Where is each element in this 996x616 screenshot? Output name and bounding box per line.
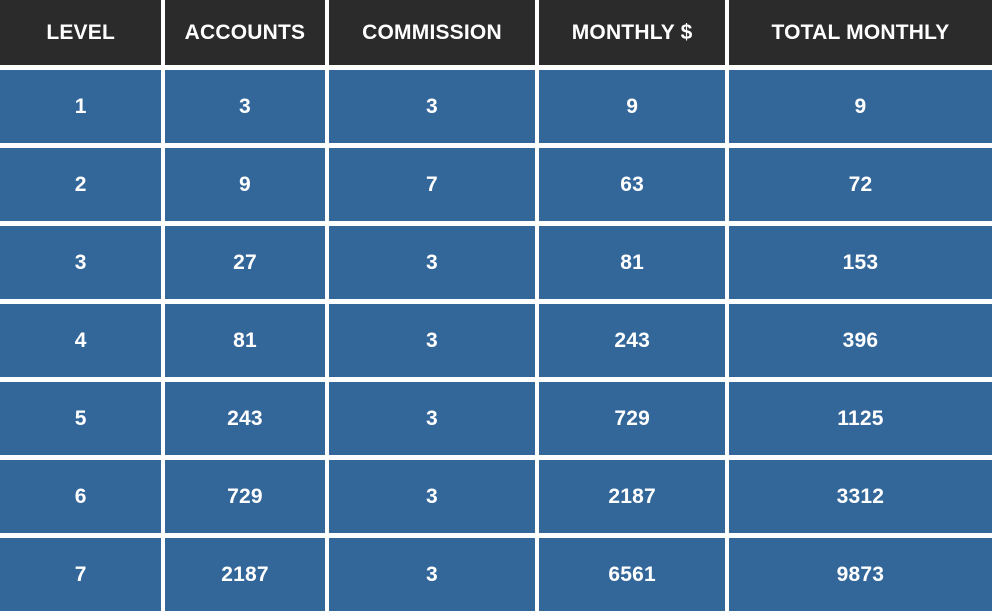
table-row: 6 729 3 2187 3312 — [0, 460, 992, 533]
table-row: 1 3 3 9 9 — [0, 70, 992, 143]
cell-accounts: 243 — [165, 382, 325, 455]
cell-monthly: 6561 — [539, 538, 725, 611]
cell-level: 1 — [0, 70, 162, 143]
cell-commission: 3 — [328, 382, 536, 455]
cell-accounts: 3 — [165, 70, 325, 143]
cell-level: 6 — [0, 460, 162, 533]
cell-monthly: 81 — [539, 226, 725, 299]
cell-monthly: 63 — [539, 148, 725, 221]
cell-accounts: 81 — [165, 304, 325, 377]
cell-monthly: 729 — [539, 382, 725, 455]
cell-accounts: 27 — [165, 226, 325, 299]
cell-accounts: 2187 — [165, 538, 325, 611]
cell-commission: 3 — [328, 460, 536, 533]
cell-total-monthly: 72 — [728, 148, 992, 221]
cell-level: 5 — [0, 382, 162, 455]
cell-accounts: 729 — [165, 460, 325, 533]
table-row: 7 2187 3 6561 9873 — [0, 538, 992, 611]
cell-total-monthly: 3312 — [728, 460, 992, 533]
cell-monthly: 9 — [539, 70, 725, 143]
cell-level: 7 — [0, 538, 162, 611]
cell-commission: 7 — [328, 148, 536, 221]
cell-commission: 3 — [328, 538, 536, 611]
header-row: LEVEL ACCOUNTS COMMISSION MONTHLY $ TOTA… — [0, 0, 992, 65]
cell-level: 2 — [0, 148, 162, 221]
header-total-monthly: TOTAL MONTHLY — [728, 0, 992, 65]
header-commission: COMMISSION — [328, 0, 536, 65]
cell-total-monthly: 396 — [728, 304, 992, 377]
cell-total-monthly: 9873 — [728, 538, 992, 611]
table-row: 5 243 3 729 1125 — [0, 382, 992, 455]
table-row: 2 9 7 63 72 — [0, 148, 992, 221]
cell-commission: 3 — [328, 226, 536, 299]
cell-total-monthly: 9 — [728, 70, 992, 143]
table-row: 3 27 3 81 153 — [0, 226, 992, 299]
cell-total-monthly: 153 — [728, 226, 992, 299]
header-monthly: MONTHLY $ — [539, 0, 725, 65]
header-level: LEVEL — [0, 0, 162, 65]
header-accounts: ACCOUNTS — [165, 0, 325, 65]
cell-monthly: 243 — [539, 304, 725, 377]
cell-level: 4 — [0, 304, 162, 377]
cell-monthly: 2187 — [539, 460, 725, 533]
cell-total-monthly: 1125 — [728, 382, 992, 455]
table-row: 4 81 3 243 396 — [0, 304, 992, 377]
cell-commission: 3 — [328, 304, 536, 377]
cell-accounts: 9 — [165, 148, 325, 221]
cell-commission: 3 — [328, 70, 536, 143]
cell-level: 3 — [0, 226, 162, 299]
